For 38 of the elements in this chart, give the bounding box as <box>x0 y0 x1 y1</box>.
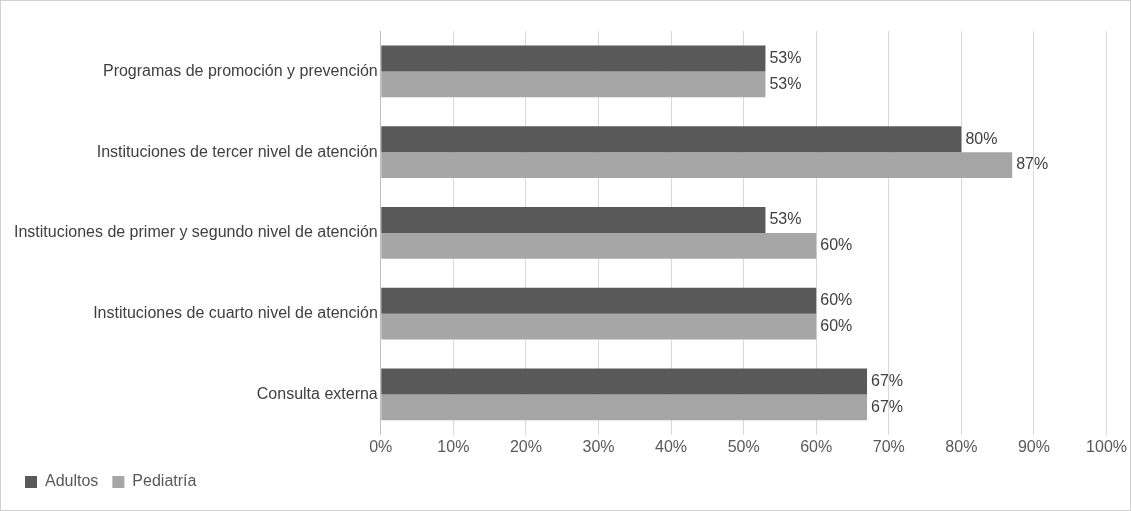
y-tick-label: Instituciones de primer y segundo nivel de atención <box>13 223 378 241</box>
bar <box>381 313 817 340</box>
x-tick-label: 40% <box>655 437 688 455</box>
data-label: 53% <box>769 74 802 92</box>
bar <box>381 152 1013 178</box>
data-label: 53% <box>769 210 802 228</box>
x-tick-label: 20% <box>509 437 542 455</box>
y-tick-label: Programas de promoción y prevención <box>102 61 378 79</box>
x-tick-label: 100% <box>1086 437 1127 455</box>
x-tick-label: 90% <box>1017 437 1050 455</box>
data-label: 60% <box>820 291 853 309</box>
data-label: 60% <box>820 236 853 254</box>
y-tick-label: Instituciones de tercer nivel de atención <box>96 142 378 160</box>
bar <box>381 126 962 153</box>
legend-label: Pediatría <box>132 472 197 490</box>
bar <box>381 287 817 314</box>
bar <box>381 394 868 421</box>
x-tick-label: 50% <box>727 437 760 455</box>
x-tick-label: 70% <box>872 437 905 455</box>
data-label: 67% <box>871 371 904 389</box>
x-tick-label: 10% <box>437 437 470 455</box>
bar <box>381 232 817 259</box>
bar <box>381 368 868 395</box>
data-label: 67% <box>871 397 904 415</box>
data-label: 87% <box>1016 155 1049 173</box>
x-tick-label: 60% <box>800 437 833 455</box>
x-tick-label: 80% <box>945 437 978 455</box>
data-label: 80% <box>965 129 998 147</box>
bar <box>381 71 766 98</box>
x-tick-label: 30% <box>582 437 615 455</box>
y-tick-label: Consulta externa <box>256 384 378 402</box>
bar <box>381 207 766 233</box>
y-tick-label: Instituciones de cuarto nivel de atención <box>93 304 378 322</box>
x-tick-label: 0% <box>369 437 393 455</box>
bar <box>381 45 766 72</box>
legend-label: Adultos <box>45 472 99 490</box>
data-label: 60% <box>820 316 853 334</box>
data-label: 53% <box>769 48 802 66</box>
